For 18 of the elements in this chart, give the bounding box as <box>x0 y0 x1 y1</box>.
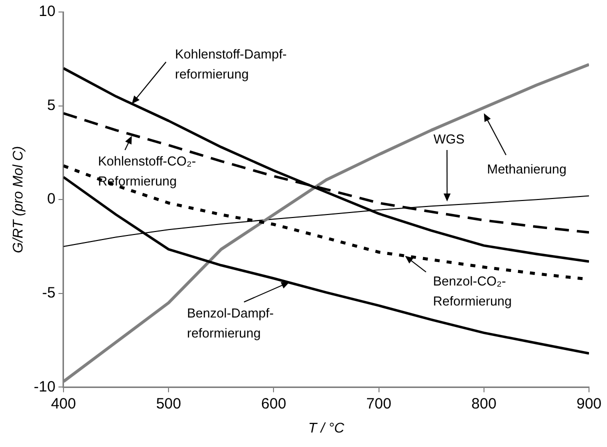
y-tick-label: 5 <box>47 96 56 114</box>
x-tick-label: 900 <box>576 395 602 412</box>
annotation: Benzol-Dampf-reformierung <box>187 306 274 341</box>
x-tick-label: 400 <box>50 395 76 412</box>
x-axis-title: T / °C <box>308 419 346 436</box>
annotation: Methanierung <box>487 162 566 177</box>
y-axis-title: G/RT (pro Mol C) <box>9 146 26 254</box>
x-tick-label: 500 <box>156 395 182 412</box>
x-tick-label: 700 <box>366 395 392 412</box>
y-tick-label: -10 <box>34 378 56 396</box>
x-tick-label: 600 <box>261 395 286 412</box>
annotation: Kohlenstoff-Dampf-reformierung <box>175 46 287 82</box>
annotation: WGS <box>433 132 465 147</box>
y-tick-label: -5 <box>42 284 56 302</box>
y-tick-label: 10 <box>38 3 56 20</box>
y-tick-label: 0 <box>47 190 56 208</box>
annotation: Benzol-CO₂-Reformierung <box>433 274 512 309</box>
x-tick-label: 800 <box>471 395 496 412</box>
